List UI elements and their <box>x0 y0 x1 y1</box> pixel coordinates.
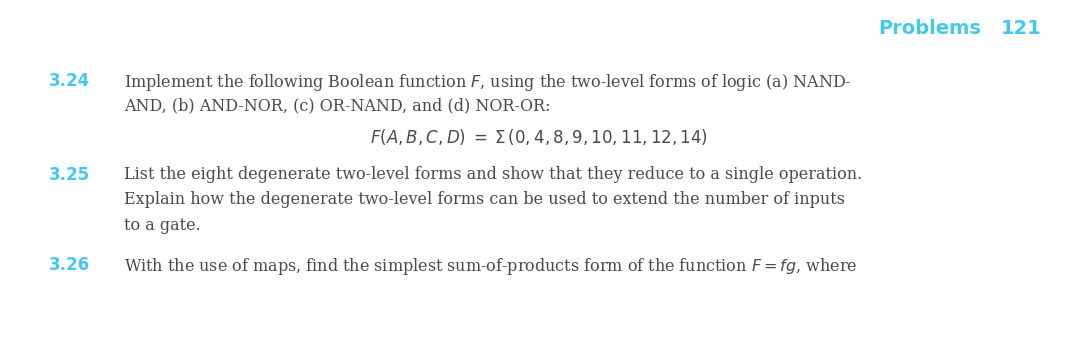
Text: 3.26: 3.26 <box>49 256 89 273</box>
Text: Explain how the degenerate two-level forms can be used to extend the number of i: Explain how the degenerate two-level for… <box>124 191 845 208</box>
Text: $F(A, B, C, D)\; =\; \Sigma\,(0, 4, 8, 9, 10, 11, 12, 14)$: $F(A, B, C, D)\; =\; \Sigma\,(0, 4, 8, 9… <box>370 127 708 147</box>
Text: Implement the following Boolean function $\mathit{F}$, using the two-level forms: Implement the following Boolean function… <box>124 72 852 93</box>
Text: With the use of maps, find the simplest sum-of-products form of the function $\m: With the use of maps, find the simplest … <box>124 256 857 277</box>
Text: List the eight degenerate two-level forms and show that they reduce to a single : List the eight degenerate two-level form… <box>124 166 862 183</box>
Text: Problems: Problems <box>879 19 981 38</box>
Text: 3.24: 3.24 <box>49 72 89 90</box>
Text: 3.25: 3.25 <box>49 166 89 184</box>
Text: 121: 121 <box>1000 19 1041 38</box>
Text: to a gate.: to a gate. <box>124 217 201 234</box>
Text: AND, (b) AND-NOR, (c) OR-NAND, and (d) NOR-OR:: AND, (b) AND-NOR, (c) OR-NAND, and (d) N… <box>124 98 551 114</box>
